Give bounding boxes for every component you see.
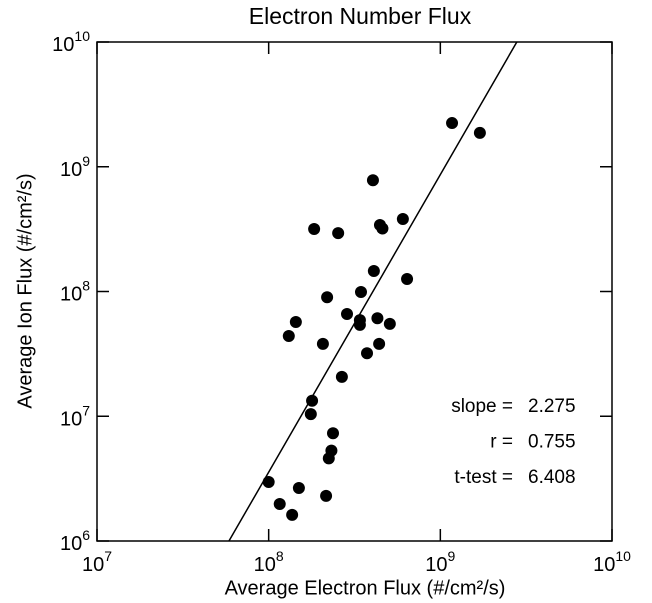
point <box>335 370 348 383</box>
point <box>289 315 302 328</box>
point <box>321 291 334 304</box>
point <box>446 117 459 130</box>
point <box>366 174 379 187</box>
point <box>282 329 295 342</box>
point <box>304 408 317 421</box>
point <box>292 481 305 494</box>
point <box>353 318 366 331</box>
point <box>367 264 380 277</box>
point <box>332 227 345 240</box>
point <box>401 272 414 285</box>
point <box>308 222 321 235</box>
y-tick-label: 109 <box>60 152 90 181</box>
y-tick-label: 1010 <box>52 28 90 57</box>
annotation-value: 2.275 <box>528 396 576 417</box>
annotation-value: 6.408 <box>528 467 576 488</box>
point <box>316 337 329 350</box>
point <box>396 213 409 226</box>
point <box>376 222 389 235</box>
annotation-label: slope = <box>451 396 513 417</box>
fit-line <box>228 41 518 542</box>
y-tick-label: 108 <box>60 277 90 306</box>
point <box>306 394 319 407</box>
point <box>341 308 354 321</box>
annotation-value: 0.755 <box>528 432 576 453</box>
point <box>354 286 367 299</box>
point <box>286 508 299 521</box>
chart-title: Electron Number Flux <box>249 3 472 29</box>
point <box>273 497 286 510</box>
point <box>322 452 335 465</box>
x-tick-label: 107 <box>82 548 112 577</box>
y-axis-label: Average Ion Flux (#/cm²/s) <box>14 173 36 408</box>
point <box>361 347 374 360</box>
x-tick-label: 108 <box>254 548 284 577</box>
x-tick-label: 109 <box>425 548 455 577</box>
y-tick-label: 106 <box>60 527 90 556</box>
point <box>373 337 386 350</box>
x-tick-label: 1010 <box>593 548 631 577</box>
x-axis-label: Average Electron Flux (#/cm²/s) <box>225 577 506 599</box>
point <box>371 312 384 325</box>
annotation-label: r = <box>490 432 513 453</box>
y-tick-label: 107 <box>60 402 90 431</box>
point <box>262 476 275 489</box>
point <box>383 317 396 330</box>
point <box>473 126 486 139</box>
point <box>326 427 339 440</box>
point <box>320 489 333 502</box>
annotation-label: t-test = <box>454 467 513 488</box>
